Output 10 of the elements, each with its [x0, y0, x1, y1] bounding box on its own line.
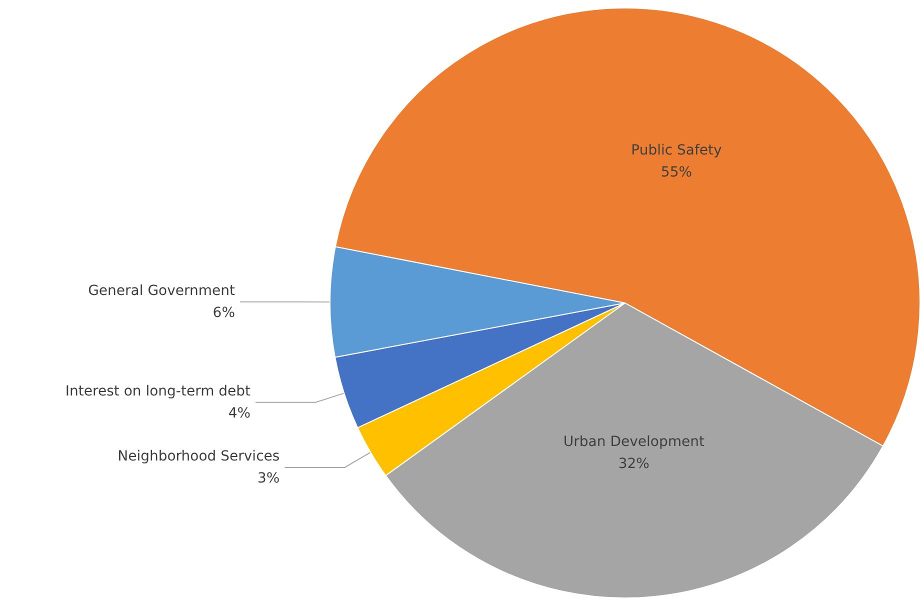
slice-label: Public Safety: [631, 142, 722, 159]
slice-label: Interest on long-term debt: [65, 383, 252, 400]
data-label: 6%: [212, 304, 235, 321]
slice-label: Urban Development: [563, 434, 705, 450]
data-label: 32%: [618, 456, 650, 472]
data-label: 4%: [228, 405, 251, 422]
slice-label: Neighborhood Services: [118, 448, 280, 464]
data-label: 3%: [257, 470, 280, 486]
slice-label: General Government: [88, 282, 236, 299]
data-label: 55%: [660, 164, 692, 181]
